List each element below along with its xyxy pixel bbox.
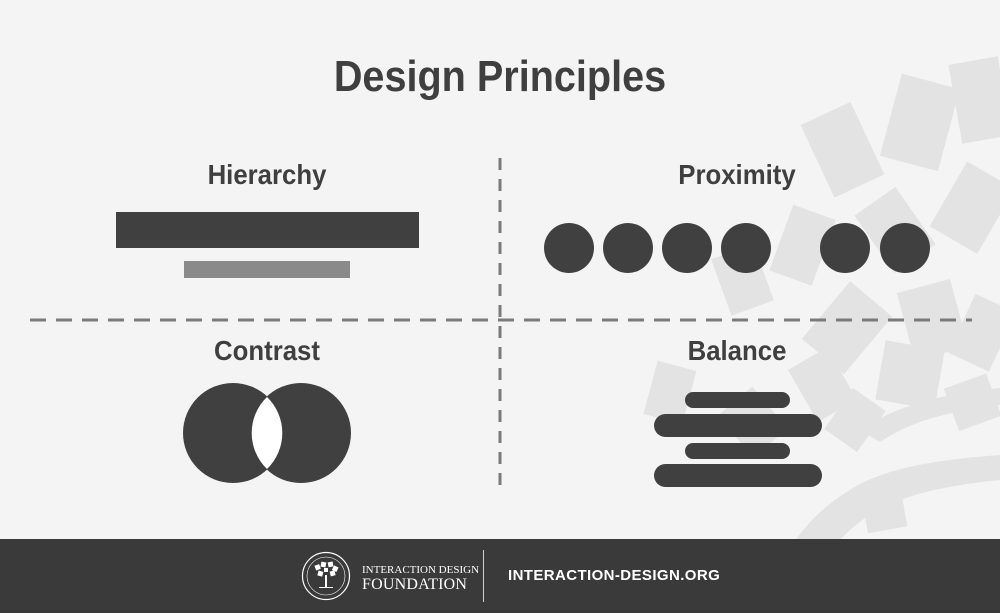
logo-text-line2: FOUNDATION xyxy=(362,576,468,593)
contrast-venn-icon xyxy=(183,383,351,483)
proximity-dot xyxy=(603,223,653,273)
balance-bar xyxy=(685,443,790,459)
balance-bar xyxy=(654,464,822,487)
footer-separator xyxy=(483,550,484,602)
balance-bar xyxy=(685,392,790,408)
logo-text-line1: INTERACTION DESIGN xyxy=(362,564,480,576)
contrast-label: Contrast xyxy=(214,335,320,366)
footer-url-link[interactable]: INTERACTION-DESIGN.ORG xyxy=(508,567,721,584)
hierarchy-primary-bar xyxy=(116,212,419,248)
proximity-label: Proximity xyxy=(678,159,796,190)
hierarchy-label: Hierarchy xyxy=(207,159,327,190)
proximity-dot xyxy=(662,223,712,273)
hierarchy-secondary-bar xyxy=(184,261,350,278)
balance-label: Balance xyxy=(687,335,787,366)
footer-bar: INTERACTION DESIGN FOUNDATION INTERACTIO… xyxy=(0,539,1000,613)
proximity-dot xyxy=(544,223,594,273)
proximity-dot xyxy=(721,223,771,273)
proximity-dot xyxy=(880,223,930,273)
proximity-dot xyxy=(820,223,870,273)
page-title: Design Principles xyxy=(333,52,667,101)
balance-bar xyxy=(654,414,822,437)
tree-seal-icon xyxy=(301,551,351,601)
